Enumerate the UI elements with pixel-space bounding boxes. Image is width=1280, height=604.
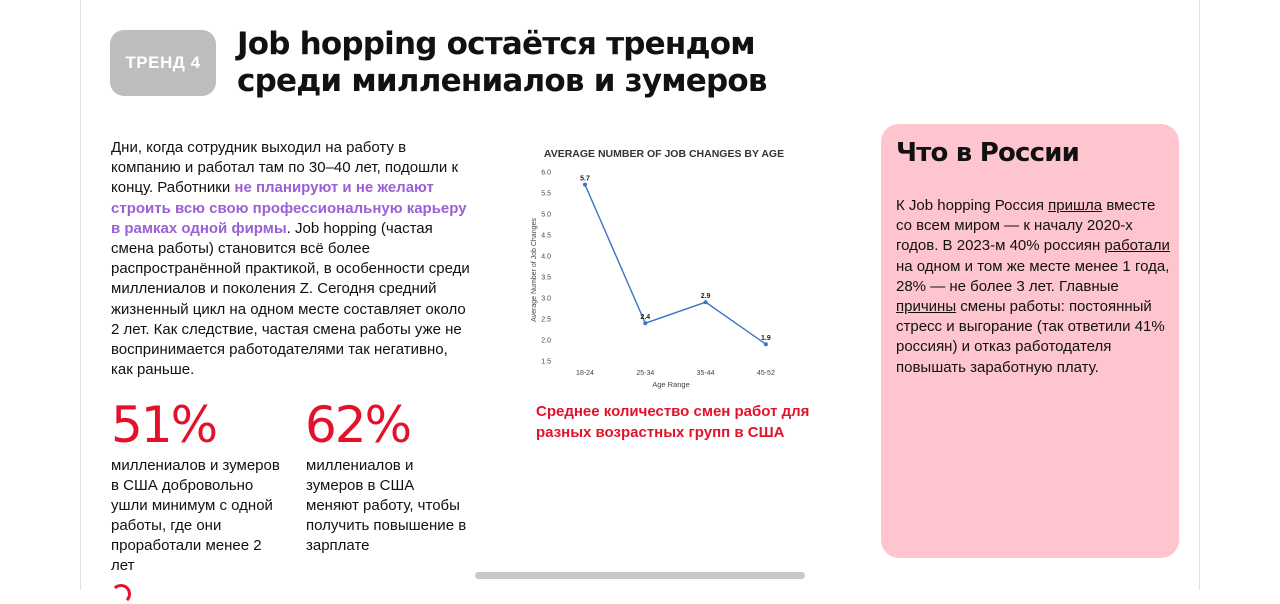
russia-text-1: К Job hopping Россия [896, 197, 1049, 214]
series-line [584, 184, 767, 345]
y-tick-label: 3.5 [541, 275, 551, 282]
link-prichiny[interactable]: причины [896, 298, 957, 316]
data-point [703, 300, 708, 305]
russia-card-title: Что в России [896, 138, 1080, 168]
chart-title: AVERAGE NUMBER OF JOB CHANGES BY AGE [544, 148, 784, 160]
data-label: 5.7 [580, 176, 590, 183]
link-prishla[interactable]: пришла [1048, 197, 1103, 214]
y-tick-label: 3.0 [541, 296, 551, 303]
horizontal-scrollbar[interactable] [475, 572, 805, 579]
y-tick-label: 2.5 [541, 317, 551, 324]
russia-card-text: К Job hopping Россия пришла вместе со вс… [896, 196, 1171, 378]
data-point [643, 321, 648, 326]
link-rabotali[interactable]: работали [1104, 237, 1170, 255]
y-tick-label: 4.5 [541, 233, 551, 240]
stat-62-value: 62% [305, 396, 412, 454]
russia-text-4: смены работы: постоянный стресс и выгора… [896, 298, 1165, 376]
content-frame [80, 0, 1200, 590]
stat-62-text: миллениалов и зумеров в США меняют работ… [306, 457, 467, 554]
y-tick-label: 5.0 [541, 212, 551, 219]
stat-51-value: 51% [111, 396, 218, 454]
page-title: Job hopping остаётся трендом среди милле… [237, 26, 768, 99]
chart-ylabel: Average Number of Job Changes [531, 218, 538, 322]
lead-highlight: не планируют и не желают строить всю сво… [111, 179, 467, 237]
chart-caption: Среднее количество смен работ для разных… [536, 403, 810, 441]
data-point [583, 182, 587, 187]
x-tick-label: 45-52 [757, 370, 775, 377]
lead-text-2: . Job hopping (частая смена работы) стан… [111, 219, 470, 379]
y-tick-label: 1.5 [541, 359, 551, 366]
russia-text-3: на одном и том же месте менее 1 года, 28… [896, 257, 1170, 295]
job-changes-line-chart: AVERAGE NUMBER OF JOB CHANGES BY AGE Ave… [531, 148, 784, 389]
y-tick-label: 2.0 [541, 338, 551, 345]
data-point [763, 342, 768, 347]
next-section-marker [111, 584, 131, 604]
x-tick-label: 35-44 [697, 370, 715, 377]
x-tick-label: 25-34 [636, 370, 654, 377]
y-tick-label: 4.0 [541, 254, 551, 261]
stat-51-text: миллениалов и зумеров в США добровольно … [111, 457, 280, 574]
x-tick-label: 18-24 [576, 370, 594, 377]
trend-badge: ТРЕНД 4 [110, 30, 216, 96]
data-label: 2.9 [701, 293, 711, 300]
y-tick-label: 5.5 [541, 191, 551, 198]
data-label: 2.4 [640, 314, 650, 321]
y-tick-label: 6.0 [541, 170, 551, 177]
chart-xlabel: Age Range [652, 380, 690, 389]
data-label: 1.9 [761, 335, 771, 342]
trend-badge-label: ТРЕНД 4 [125, 53, 201, 72]
russia-info-card: Что в России К Job hopping Россия пришла… [881, 124, 1179, 558]
lead-text-1: Дни, когда сотрудник выходил на работу в… [111, 139, 459, 197]
russia-text-2: вместе со всем миром — к началу 2020-х г… [896, 197, 1156, 255]
lead-paragraph: Дни, когда сотрудник выходил на работу в… [111, 138, 471, 380]
